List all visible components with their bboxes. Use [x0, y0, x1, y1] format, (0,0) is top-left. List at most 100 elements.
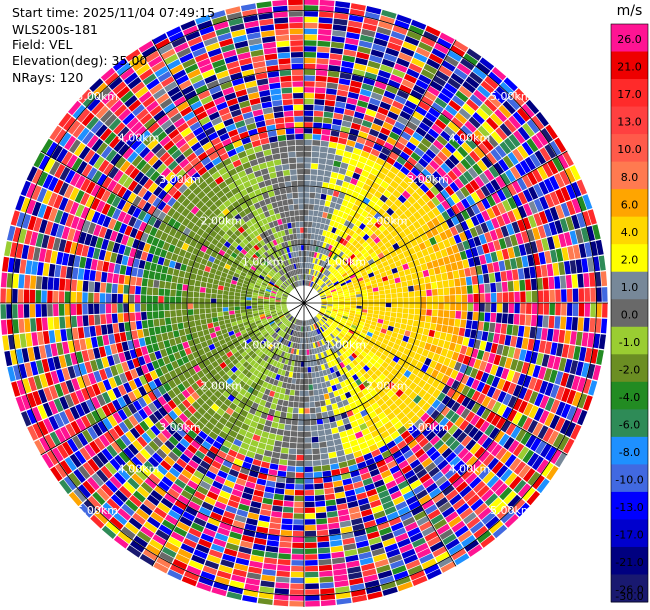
velocity-gate	[515, 256, 523, 269]
velocity-gate	[355, 378, 363, 386]
velocity-gate	[349, 312, 355, 317]
velocity-gate	[53, 179, 64, 194]
velocity-gate	[293, 366, 298, 373]
velocity-gate	[460, 277, 467, 286]
velocity-gate	[291, 378, 297, 384]
velocity-gate	[327, 76, 339, 84]
velocity-gate	[282, 318, 288, 324]
velocity-gate	[382, 121, 394, 131]
velocity-gate	[33, 375, 43, 390]
velocity-gate	[266, 540, 279, 547]
velocity-gate	[479, 172, 490, 185]
velocity-gate	[140, 295, 147, 303]
velocity-gate	[440, 221, 450, 231]
velocity-gate	[182, 511, 196, 522]
velocity-gate	[91, 396, 101, 409]
velocity-gate	[310, 331, 313, 337]
velocity-gate	[507, 409, 518, 422]
velocity-gate	[184, 236, 193, 245]
velocity-gate	[338, 294, 344, 298]
velocity-gate	[113, 220, 122, 232]
velocity-gate	[345, 37, 359, 46]
velocity-gate	[480, 185, 491, 197]
velocity-gate	[347, 251, 353, 258]
velocity-gate	[379, 290, 385, 295]
velocity-gate	[49, 161, 61, 176]
velocity-gate	[259, 399, 267, 407]
velocity-gate	[415, 47, 431, 58]
velocity-gate	[389, 283, 396, 289]
velocity-gate	[422, 442, 433, 453]
velocity-gate	[381, 203, 390, 212]
velocity-gate	[539, 380, 549, 394]
velocity-gate	[315, 407, 322, 413]
velocity-gate	[418, 437, 429, 448]
velocity-gate	[115, 232, 124, 244]
velocity-gate	[146, 295, 153, 303]
velocity-gate	[206, 450, 217, 460]
velocity-gate	[436, 392, 446, 402]
velocity-gate	[311, 157, 319, 164]
velocity-gate	[174, 336, 182, 345]
velocity-gate	[446, 246, 454, 256]
velocity-gate	[495, 366, 504, 378]
velocity-gate	[191, 454, 202, 465]
velocity-gate	[121, 234, 129, 246]
velocity-gate	[445, 409, 455, 420]
velocity-gate	[343, 194, 351, 202]
velocity-gate	[56, 148, 68, 163]
velocity-gate	[69, 201, 80, 215]
velocity-gate	[357, 277, 364, 282]
velocity-gate	[213, 353, 221, 360]
velocity-gate	[47, 277, 54, 290]
velocity-gate	[355, 220, 362, 227]
velocity-gate	[214, 365, 223, 373]
velocity-gate	[228, 255, 236, 263]
velocity-gate	[318, 334, 323, 340]
velocity-gate	[379, 310, 385, 316]
velocity-gate	[283, 500, 294, 507]
velocity-gate	[44, 434, 56, 449]
velocity-gate	[414, 290, 421, 297]
velocity-gate	[469, 442, 481, 455]
velocity-gate	[328, 141, 338, 149]
velocity-gate	[193, 309, 200, 315]
velocity-gate	[441, 384, 451, 395]
velocity-gate	[507, 313, 514, 325]
velocity-gate	[47, 290, 53, 303]
velocity-gate	[269, 296, 276, 299]
velocity-gate	[228, 430, 238, 438]
velocity-gate	[368, 299, 374, 303]
velocity-gate	[162, 204, 172, 214]
velocity-gate	[313, 270, 317, 276]
velocity-gate	[351, 445, 361, 453]
velocity-gate	[33, 346, 41, 360]
velocity-gate	[61, 367, 71, 381]
velocity-gate	[174, 417, 184, 427]
velocity-gate	[404, 209, 413, 218]
velocity-gate	[340, 330, 347, 336]
velocity-gate	[308, 384, 314, 390]
velocity-gate	[540, 264, 548, 277]
velocity-gate	[319, 570, 333, 577]
velocity-gate	[185, 419, 195, 429]
velocity-gate	[499, 487, 513, 501]
velocity-gate	[101, 238, 109, 250]
velocity-gate	[499, 81, 514, 96]
velocity-gate	[380, 403, 389, 411]
velocity-gate	[328, 528, 341, 535]
velocity-gate	[314, 270, 318, 277]
velocity-gate	[383, 189, 392, 199]
velocity-gate	[465, 76, 480, 89]
velocity-gate	[336, 242, 342, 249]
velocity-gate	[379, 101, 391, 111]
velocity-gate	[214, 455, 225, 465]
velocity-gate	[76, 160, 88, 175]
velocity-gate	[184, 361, 193, 370]
velocity-gate	[335, 101, 346, 109]
velocity-gate	[361, 289, 367, 294]
velocity-gate	[397, 307, 403, 313]
velocity-gate	[96, 451, 109, 465]
velocity-gate	[517, 107, 531, 122]
velocity-gate	[298, 355, 302, 361]
